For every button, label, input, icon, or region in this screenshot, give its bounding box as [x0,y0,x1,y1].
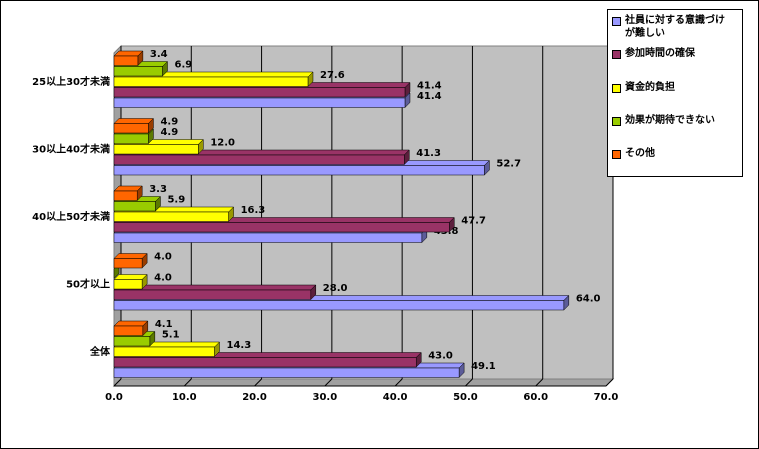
legend-item: 参加時間の確保 [612,47,740,60]
legend-label: その他 [625,148,655,159]
bar [113,144,199,155]
y-tick-label: 30以上40才未満 [32,143,110,156]
x-tick-label: 70.0 [594,392,619,403]
y-tick-label: 全体 [89,345,111,358]
grid-floor [605,378,614,387]
bar [113,367,460,378]
legend-swatch [612,150,621,159]
legend-swatch [612,50,621,59]
legend-swatch [612,117,621,126]
legend-label: 資金的負担 [625,82,675,93]
data-label: 28.0 [323,283,348,294]
bar [113,190,138,201]
floor [112,378,615,387]
bar [113,201,156,212]
grid-floor [254,378,262,387]
x-tick-label: 0.0 [105,392,123,403]
grid-floor [394,378,403,387]
data-label: 4.0 [154,252,172,263]
data-label: 41.3 [416,148,441,159]
data-label: 12.0 [210,138,235,149]
data-label: 4.1 [155,319,173,330]
data-label: 52.7 [496,159,521,170]
grid-floor [183,378,192,387]
grid-floor [465,378,473,387]
bar [113,222,450,233]
x-tick-label: 10.0 [172,392,197,403]
bar [113,279,143,290]
legend-swatch [612,17,621,26]
bar-top [113,320,149,327]
grid-floor [535,378,544,387]
bar [113,346,215,357]
data-label: 27.6 [320,70,345,81]
data-label: 4.9 [160,127,178,138]
legend-label: 参加時間の確保 [625,48,695,59]
bar [113,232,423,243]
bar [113,211,229,222]
bar [113,55,139,66]
legend-item: 効果が期待できない [612,114,740,127]
bar [113,300,565,311]
bar [113,87,406,98]
bar [113,97,406,108]
bar [113,336,151,347]
legend-swatch [612,84,621,93]
data-label: 4.0 [154,273,172,284]
data-label: 64.0 [576,294,601,305]
bar [113,325,144,336]
bar [113,289,312,300]
bar [113,154,405,165]
data-label: 6.9 [174,60,192,71]
grid-floor [113,378,122,387]
x-tick-label: 50.0 [453,392,478,403]
legend-item: 資金的負担 [612,81,740,94]
x-tick-label: 30.0 [313,392,338,403]
data-label: 41.4 [417,91,442,102]
legend-label: 社員に対する意識づけが難しい [625,15,725,39]
bar [113,123,149,134]
bar [113,66,163,77]
y-tick-label: 50才以上 [66,278,110,291]
x-tick-label: 60.0 [523,392,548,403]
data-label: 5.1 [162,330,180,341]
data-label: 49.1 [471,361,496,372]
y-tick-label: 40以上50才未満 [32,210,110,223]
y-tick-label: 25以上30才未満 [32,75,110,88]
legend-label: 効果が期待できない [625,115,715,126]
x-tick-label: 40.0 [383,392,408,403]
grid-floor [324,378,333,387]
data-label: 41.4 [417,81,442,92]
bar [113,76,309,87]
data-label: 3.3 [149,184,167,195]
data-label: 14.3 [227,340,252,351]
data-label: 3.4 [150,49,168,60]
bar [113,165,485,176]
bar-top [113,274,148,280]
data-label: 43.0 [428,351,453,362]
bar-top [113,118,155,124]
data-label: 16.3 [241,205,266,216]
data-label: 4.9 [160,117,178,128]
bar [113,133,149,144]
x-tick-label: 20.0 [242,392,267,403]
bar [113,258,143,269]
data-label: 47.7 [461,216,486,227]
legend-item: その他 [612,147,740,160]
bar-top [113,253,148,259]
legend: 社員に対する意識づけが難しい参加時間の確保 資金的負担効果が期待できない その他 [607,9,743,177]
legend-item: 社員に対する意識づけが難しい [612,14,740,40]
data-label: 5.9 [167,195,185,206]
bar [113,357,417,368]
